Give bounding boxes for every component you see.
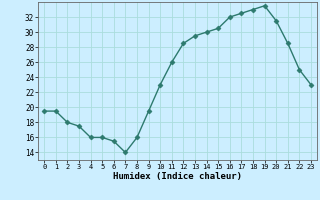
X-axis label: Humidex (Indice chaleur): Humidex (Indice chaleur) — [113, 172, 242, 181]
